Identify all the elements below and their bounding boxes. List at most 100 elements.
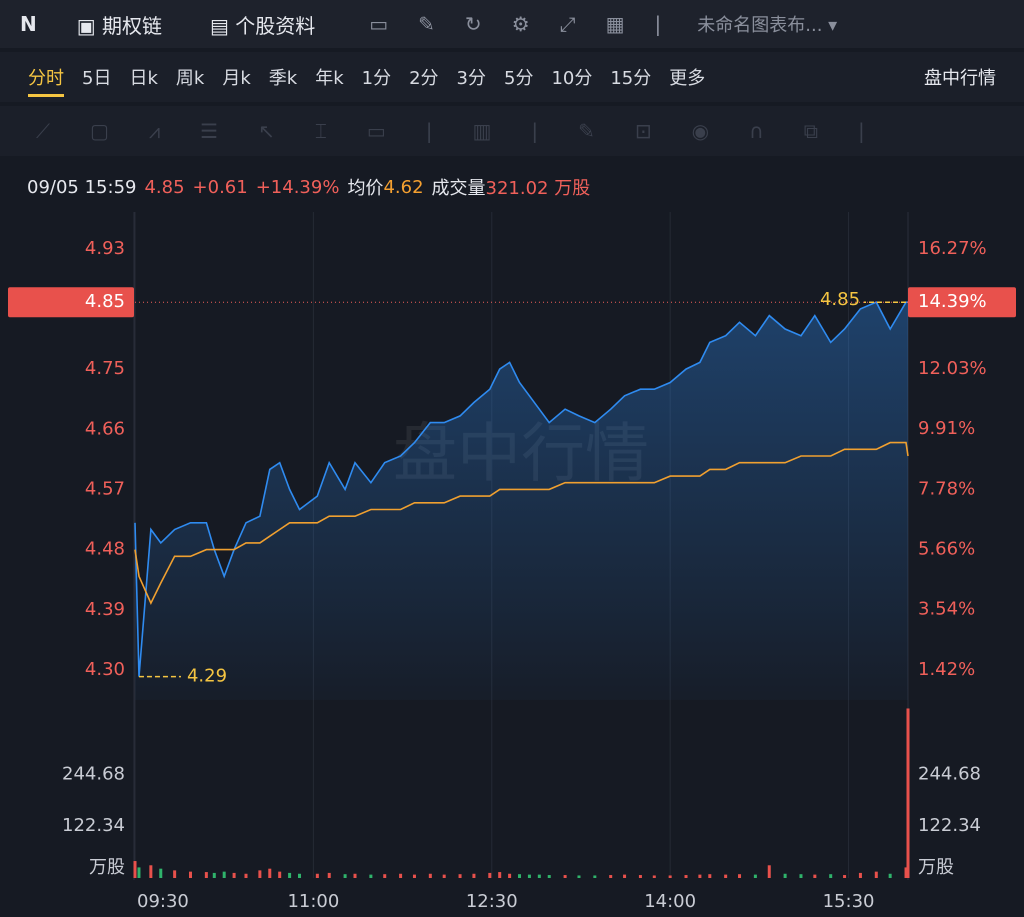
y-tick-label: 4.30: [85, 659, 125, 680]
avg: 4.62: [383, 176, 424, 198]
volume-unit: 万股: [918, 857, 954, 878]
volume-bar: [278, 871, 282, 878]
volume-bar: [315, 873, 319, 878]
volume-bar: [874, 871, 878, 878]
volume-bar: [668, 875, 672, 878]
x-tick-label: 09:30: [137, 891, 189, 912]
volume-bar: [458, 874, 462, 878]
series-line: [134, 441, 909, 605]
volume-bar: [888, 873, 892, 878]
layout[interactable]: 未命名图表布... ▾: [697, 15, 838, 36]
tab[interactable]: 年k: [315, 68, 344, 89]
volume-bar: [188, 871, 192, 878]
price: 4.85: [144, 176, 185, 198]
volume-bar: [638, 875, 642, 878]
annotation-label: 4.29: [187, 666, 227, 687]
volume-bar: [343, 874, 347, 878]
volume-bar: [537, 874, 541, 878]
volume-bar: [527, 874, 531, 878]
price-area: [135, 302, 908, 700]
volume-bar: [149, 865, 153, 878]
volume-bar: [753, 874, 757, 878]
volume-bar: [383, 874, 387, 878]
current-pct-box: [908, 287, 1016, 318]
tool-icons[interactable]: ▭✎↻⚙⤢▦|: [369, 12, 692, 36]
volume-bar: [843, 875, 847, 878]
y2-tick-label: 16.27%: [918, 238, 987, 259]
volume-bar: [577, 875, 581, 878]
tab[interactable]: 5日: [82, 68, 112, 89]
tool-icons[interactable]: ⟋▢⩘☰↖⌶▭|▥|✎⊡◉∩⧉|: [36, 119, 905, 143]
y-tick-label: 4.48: [85, 539, 125, 560]
volume-tick-label: 244.68: [918, 763, 981, 784]
volume-bar: [813, 874, 817, 878]
x-tick-label: 15:30: [823, 891, 875, 912]
volume-bar: [353, 873, 357, 878]
volume-bar: [212, 872, 216, 878]
info-row: 09/05 15:59 4.85 +0.61 +14.39% 均价 4.62 成…: [0, 172, 1024, 202]
profile[interactable]: ▤ 个股资料: [210, 13, 316, 38]
drawing-tools: ⟋▢⩘☰↖⌶▭|▥|✎⊡◉∩⧉|: [0, 106, 1024, 156]
tab[interactable]: 更多: [669, 68, 706, 89]
layout-label[interactable]: 未命名图表布...: [697, 15, 823, 36]
tab[interactable]: 3分: [456, 68, 486, 89]
current-price-box: [8, 287, 134, 318]
tab-bar: 分时 5日 日k 周k 月k 季k 年k 1分 2分 3分 5分 10分 15分 更多 盘中行情: [0, 52, 1024, 102]
volume-bar: [159, 868, 163, 878]
y-tick-label: 4.39: [85, 599, 125, 620]
volume-bar: [904, 867, 908, 878]
option-chain[interactable]: ▣ 期权链: [76, 13, 163, 38]
y-tick-label: 4.75: [85, 358, 125, 379]
volume-bar: [623, 874, 627, 878]
volume-bar: [232, 872, 236, 878]
volume-bar: [684, 875, 688, 878]
tab[interactable]: 2分: [409, 68, 439, 89]
volume-bar: [829, 874, 833, 878]
volume-bar: [783, 873, 787, 878]
volume-bar: [767, 865, 771, 878]
volume-bar: [498, 872, 502, 878]
tab[interactable]: 1分: [361, 68, 392, 89]
y2-tick-label: 5.66%: [918, 539, 975, 560]
tab[interactable]: 月k: [222, 68, 251, 89]
x-tick-label: 14:00: [644, 891, 696, 912]
annotation-label: 4.85: [820, 289, 860, 310]
volume-bar: [288, 872, 292, 878]
volume: 321.02 万股: [485, 178, 591, 199]
volume-bar: [609, 875, 613, 878]
option-chain-label[interactable]: 期权链: [102, 13, 163, 38]
profile-label[interactable]: 个股资料: [235, 13, 316, 38]
volume-bar: [327, 872, 331, 878]
volume-bar: [518, 874, 522, 878]
tab[interactable]: 15分: [610, 68, 652, 89]
tab-right[interactable]: 盘中行情: [924, 68, 996, 89]
series-line: [134, 301, 908, 677]
y-tick-label: 4.66: [85, 418, 125, 439]
time: 09/05 15:59: [27, 176, 137, 198]
x-tick-label: 11:00: [287, 891, 339, 912]
volume-bar: [652, 875, 656, 878]
volume-unit: 万股: [89, 857, 125, 878]
volume-label: 成交量: [431, 178, 486, 199]
logo[interactable]: N: [20, 12, 37, 36]
volume-bar: [508, 873, 512, 878]
tab[interactable]: 分时: [28, 64, 64, 97]
volume-bar: [412, 874, 416, 878]
volume-bar: [547, 875, 551, 878]
tab[interactable]: 周k: [175, 68, 205, 89]
volume-bar: [369, 874, 373, 878]
current-pct-label: 14.39%: [918, 291, 987, 312]
current-price-label: 4.85: [85, 291, 125, 312]
y2-tick-label: 3.54%: [918, 599, 975, 620]
y2-tick-label: 12.03%: [918, 358, 987, 379]
y-tick-label: 4.57: [85, 478, 125, 499]
top-bar: N ▣ 期权链 ▤ 个股资料 ▭✎↻⚙⤢▦| 未命名图表布... ▾: [0, 0, 1024, 48]
tab[interactable]: 5分: [504, 68, 534, 89]
tab[interactable]: 季k: [268, 68, 298, 89]
volume-bar: [137, 867, 141, 878]
tab[interactable]: 10分: [551, 68, 593, 89]
volume-bar: [133, 861, 137, 878]
volume-bar: [472, 873, 476, 878]
tab[interactable]: 日k: [129, 68, 158, 89]
